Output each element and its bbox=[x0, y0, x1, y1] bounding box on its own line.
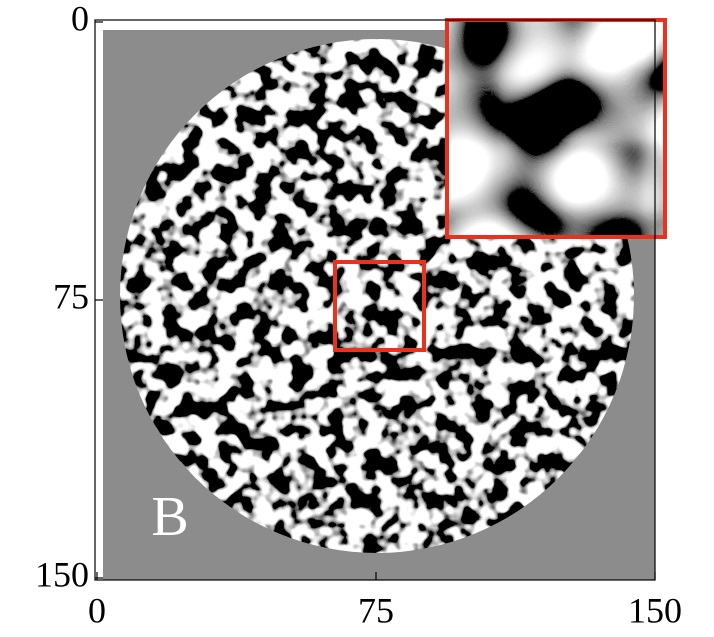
x-tick-label: 75 bbox=[358, 590, 394, 630]
x-tick-label: 150 bbox=[628, 590, 682, 630]
zoom-region bbox=[333, 260, 426, 352]
y-tick-label: 150 bbox=[35, 554, 89, 594]
x-tick-label: 0 bbox=[88, 590, 106, 630]
panel-label: B bbox=[151, 486, 188, 548]
y-tick-label: 75 bbox=[53, 276, 89, 316]
y-tick-label: 0 bbox=[71, 0, 89, 38]
inset-image bbox=[447, 20, 665, 237]
